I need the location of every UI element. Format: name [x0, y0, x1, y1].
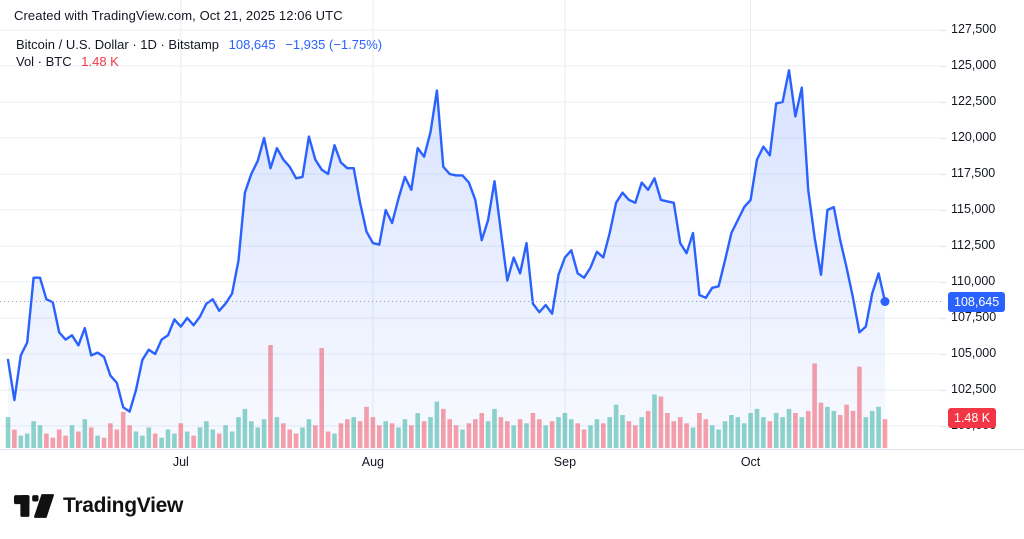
- price-axis-label: 112,500: [951, 238, 996, 252]
- time-axis-label-sep: Sep: [553, 455, 577, 469]
- price-axis-tick: [941, 210, 946, 211]
- volume-value: 1.48 K: [81, 54, 119, 69]
- price-axis-tick: [941, 30, 946, 31]
- price-axis-badge: 108,645: [948, 291, 1006, 312]
- last-price-value: 108,645: [228, 37, 276, 52]
- price-axis-label: 115,000: [951, 202, 996, 216]
- tradingview-logo-text: TradingView: [63, 494, 184, 517]
- price-axis-label: 127,500: [951, 22, 997, 36]
- price-axis-tick: [941, 174, 946, 175]
- time-axis-label-oct: Oct: [740, 455, 761, 469]
- volume-label: Vol · BTC: [16, 54, 72, 69]
- symbol-title: Bitcoin / U.S. Dollar · 1D · Bitstamp: [16, 37, 219, 52]
- legend-symbol-row: Bitcoin / U.S. Dollar · 1D · Bitstamp 10…: [16, 36, 382, 53]
- price-axis-label: 110,000: [951, 274, 996, 288]
- price-axis-tick: [941, 138, 946, 139]
- legend-volume-row: Vol · BTC 1.48 K: [16, 53, 382, 70]
- price-line: [6, 69, 887, 413]
- tradingview-logo[interactable]: TradingView: [14, 493, 183, 519]
- time-axis-label-aug: Aug: [361, 455, 384, 469]
- time-axis[interactable]: Jul Aug Sep Oct: [0, 449, 1024, 474]
- price-axis-tick: [941, 246, 946, 247]
- price-axis-tick: [941, 282, 946, 283]
- attribution-text: Created with TradingView.com, Oct 21, 20…: [14, 8, 343, 23]
- price-axis-tick: [941, 318, 946, 319]
- last-price-dot: [880, 297, 890, 307]
- price-axis-label: 122,500: [951, 94, 997, 108]
- price-axis-label: 125,000: [951, 58, 997, 72]
- volume-axis-badge: 1.48 K: [948, 408, 997, 428]
- tradingview-logo-icon: [14, 494, 54, 518]
- price-axis-tick: [941, 354, 946, 355]
- chart-legend: Bitcoin / U.S. Dollar · 1D · Bitstamp 10…: [16, 36, 382, 70]
- price-axis-tick: [941, 102, 946, 103]
- price-chart[interactable]: [0, 0, 941, 449]
- price-area-fill: [8, 70, 885, 449]
- price-axis-label: 107,500: [951, 310, 997, 324]
- price-axis[interactable]: 127,500 125,000 122,500 120,000 117,500 115,0…: [941, 0, 1024, 449]
- price-axis-label: 102,500: [951, 382, 997, 396]
- price-axis-tick: [941, 390, 946, 391]
- price-axis-label: 117,500: [951, 166, 996, 180]
- price-change-value: −1,935 (−1.75%): [285, 37, 383, 52]
- price-axis-tick: [941, 66, 946, 67]
- price-axis-label: 105,000: [951, 346, 997, 360]
- time-axis-label-jul: Jul: [172, 455, 189, 469]
- price-axis-tick: [941, 426, 946, 427]
- volume-bar: [5, 417, 11, 448]
- price-axis-label: 120,000: [951, 130, 997, 144]
